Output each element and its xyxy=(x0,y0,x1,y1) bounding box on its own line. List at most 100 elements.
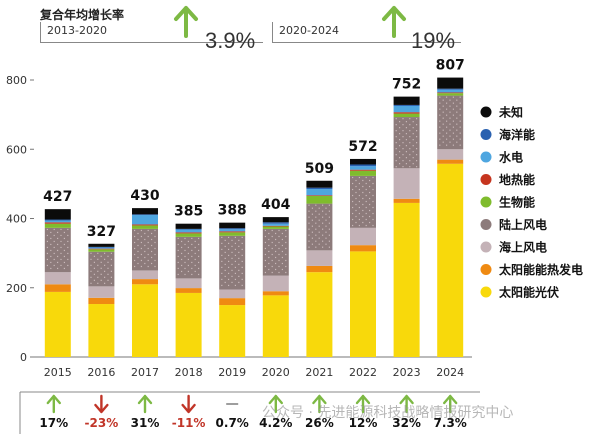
texture-dot xyxy=(90,258,92,260)
texture-dot xyxy=(365,188,367,191)
texture-dot xyxy=(318,237,320,239)
x-tick-label: 2019 xyxy=(218,366,246,379)
texture-dot xyxy=(60,234,62,237)
texture-dot xyxy=(328,246,330,248)
texture-dot xyxy=(271,235,273,238)
texture-dot xyxy=(318,213,320,215)
bar-segment-onshore_wind xyxy=(306,203,333,251)
texture-dot xyxy=(63,249,65,252)
texture-dot xyxy=(278,247,280,250)
texture-dot xyxy=(97,282,99,284)
texture-dot xyxy=(181,246,183,249)
texture-dot xyxy=(194,258,196,261)
texture-dot xyxy=(140,259,142,262)
bar-segment-pv xyxy=(219,305,246,357)
texture-dot xyxy=(395,154,397,156)
texture-dot xyxy=(50,249,52,252)
texture-dot xyxy=(452,120,454,122)
texture-dot xyxy=(352,224,354,227)
texture-dot xyxy=(241,272,243,275)
texture-dot xyxy=(308,204,310,206)
growth-up-arrow-icon xyxy=(46,394,61,414)
texture-dot xyxy=(198,267,200,270)
texture-dot xyxy=(134,229,136,232)
texture-dot xyxy=(416,124,418,126)
bar-segment-hydro xyxy=(132,215,158,225)
texture-dot xyxy=(234,266,236,269)
texture-dot xyxy=(177,237,179,240)
texture-dot xyxy=(409,130,411,132)
texture-dot xyxy=(328,228,330,230)
texture-dot xyxy=(154,259,156,262)
bar-segment-geothermal xyxy=(350,169,376,171)
texture-dot xyxy=(221,266,223,269)
bar-segment-offshore_wind xyxy=(306,250,333,266)
texture-dot xyxy=(231,257,233,260)
legend-label-offshore_wind: 海上风电 xyxy=(499,240,547,255)
texture-dot xyxy=(198,255,200,258)
texture-dot xyxy=(446,108,448,110)
texture-dot xyxy=(311,207,313,209)
texture-dot xyxy=(352,188,354,191)
texture-dot xyxy=(67,246,69,249)
bar-segment-hydro xyxy=(262,223,289,226)
texture-dot xyxy=(191,267,193,270)
texture-dot xyxy=(198,249,200,252)
texture-dot xyxy=(281,256,283,259)
texture-dot xyxy=(352,194,354,197)
bar-segment-bio xyxy=(88,249,115,252)
bar-segment-pv xyxy=(393,202,420,357)
legend-label-hydro: 水电 xyxy=(499,150,523,165)
texture-dot xyxy=(107,279,109,281)
texture-dot xyxy=(369,179,371,182)
texture-dot xyxy=(365,200,367,203)
texture-dot xyxy=(358,182,360,185)
texture-dot xyxy=(228,272,230,275)
texture-dot xyxy=(238,275,240,278)
texture-dot xyxy=(372,176,374,179)
texture-dot xyxy=(275,262,277,265)
texture-dot xyxy=(402,160,404,162)
bar-segment-bio xyxy=(350,170,376,176)
growth-up-arrow-icon xyxy=(443,394,458,414)
texture-dot xyxy=(144,232,146,235)
texture-dot xyxy=(221,272,223,275)
x-tick-label: 2022 xyxy=(349,366,377,379)
texture-dot xyxy=(452,96,454,98)
texture-dot xyxy=(409,136,411,138)
texture-dot xyxy=(449,111,451,113)
texture-dot xyxy=(275,238,277,241)
texture-dot xyxy=(318,243,320,245)
texture-dot xyxy=(369,209,371,212)
texture-dot xyxy=(355,197,357,200)
texture-dot xyxy=(177,249,179,252)
texture-dot xyxy=(134,265,136,268)
texture-dot xyxy=(362,215,364,218)
growth-label: 4.2% xyxy=(259,416,292,430)
bar-segment-unknown xyxy=(393,96,420,105)
texture-dot xyxy=(358,176,360,179)
texture-dot xyxy=(147,247,149,250)
texture-dot xyxy=(224,275,226,278)
texture-dot xyxy=(459,96,461,98)
texture-dot xyxy=(60,240,62,243)
texture-dot xyxy=(405,139,407,141)
texture-dot xyxy=(140,229,142,232)
texture-dot xyxy=(372,224,374,227)
texture-dot xyxy=(311,237,313,239)
texture-dot xyxy=(241,248,243,251)
texture-dot xyxy=(446,132,448,134)
texture-dot xyxy=(315,240,317,242)
texture-dot xyxy=(395,118,397,120)
texture-dot xyxy=(456,99,458,101)
texture-dot xyxy=(372,182,374,185)
bar-segment-hydro xyxy=(219,229,246,232)
texture-dot xyxy=(322,234,324,236)
texture-dot xyxy=(442,111,444,113)
watermark-text: 公众号 · 先进能源科技战略情报研究中心 xyxy=(262,405,514,421)
texture-dot xyxy=(308,240,310,242)
texture-dot xyxy=(281,238,283,241)
bar-total-label: 388 xyxy=(218,203,247,219)
texture-dot xyxy=(318,225,320,227)
growth-up-arrow-icon xyxy=(137,394,153,414)
